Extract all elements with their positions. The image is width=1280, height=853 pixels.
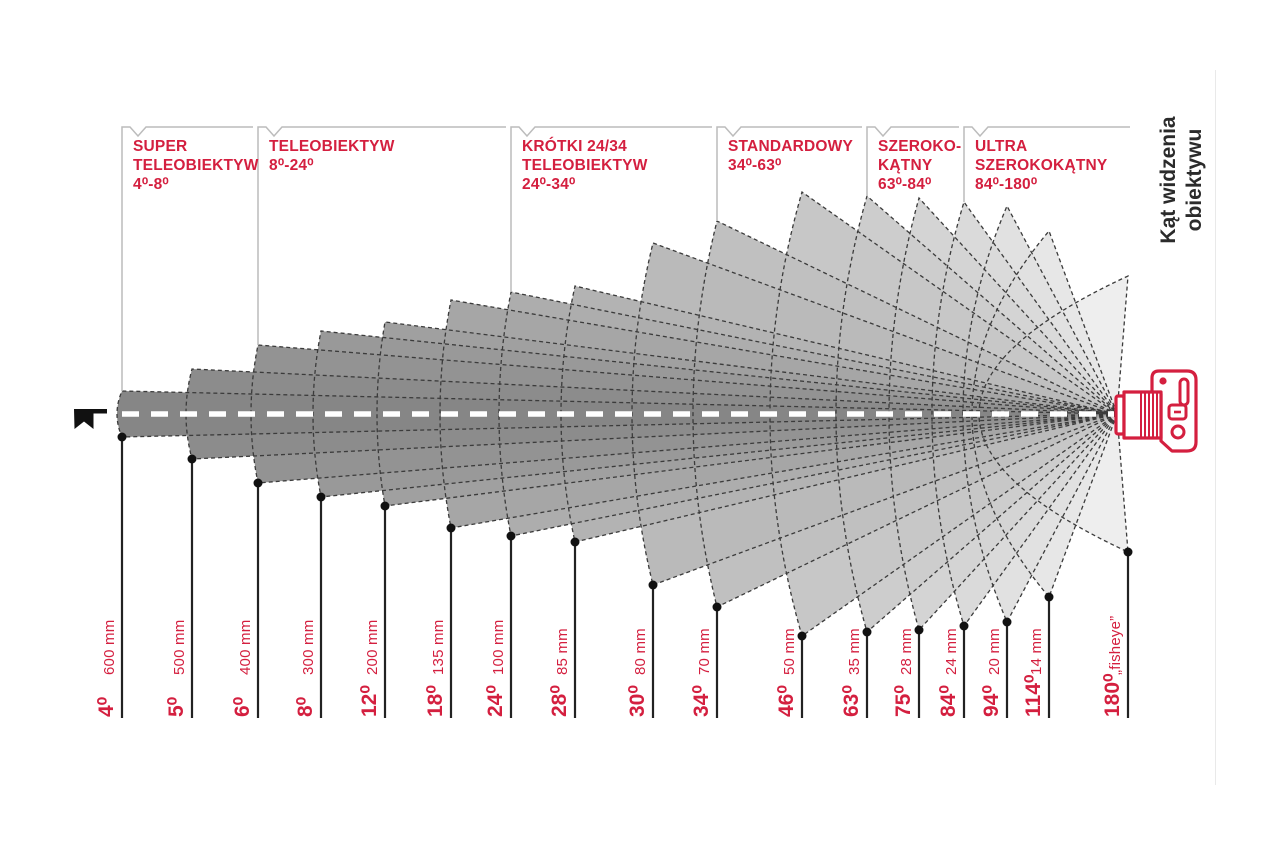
title-line-2: obiektywu: [1183, 128, 1206, 232]
fov-wedge-outline-12deg: [376, 321, 1118, 507]
wedge-corner-dot-6deg: [253, 478, 263, 488]
wedge-corner-dot-30deg: [648, 580, 658, 590]
wedge-corner-dot-18deg: [446, 523, 456, 533]
angle-label-94deg: 94⁰: [980, 685, 1003, 717]
diagram-title-vertical: Kąt widzenia obiektywu: [1156, 116, 1208, 243]
angle-label-34deg: 34⁰: [690, 685, 713, 717]
bookmark-flag-icon: [74, 409, 107, 429]
fov-wedge-outline-114deg: [971, 229, 1118, 599]
angle-label-18deg: 18⁰: [424, 685, 447, 717]
category-label-4: STANDARDOWY 34⁰-63⁰: [728, 137, 853, 175]
angle-label-46deg: 46⁰: [775, 685, 798, 717]
camera-dial-dot: [1159, 377, 1167, 385]
angle-label-28deg: 28⁰: [548, 685, 571, 717]
category-label-4-line-1: STANDARDOWY: [728, 138, 854, 155]
category-label-2: TELEOBIEKTYW 8⁰-24⁰: [269, 137, 395, 175]
focal-label-600: 600 mm: [101, 619, 118, 675]
wedge-corner-dot-4deg: [117, 432, 127, 442]
wedge-corner-dot-94deg: [1002, 617, 1012, 627]
focal-label-20: 20 mm: [986, 628, 1003, 675]
focal-label-35: 35 mm: [846, 628, 863, 675]
page-edge-line: [1215, 70, 1216, 785]
category-label-5-line-1: SZEROKO-: [878, 138, 962, 155]
category-bracket-5: [866, 126, 959, 196]
category-label-3-line-1: KRÓTKI 24/34: [522, 138, 627, 155]
wedge-corner-dot-5deg: [187, 454, 197, 464]
category-range-1: 4⁰-8⁰: [133, 176, 169, 193]
focal-label-85: 85 mm: [554, 628, 571, 675]
wedge-corner-dot-24deg: [506, 531, 516, 541]
category-label-3-line-2: TELEOBIEKTYW: [522, 157, 648, 174]
category-label-1-line-2: TELEOBIEKTYW: [133, 157, 259, 174]
category-label-2-line-1: TELEOBIEKTYW: [269, 138, 395, 155]
category-range-4: 34⁰-63⁰: [728, 157, 782, 174]
category-bracket-4: [716, 126, 862, 221]
focal-label-70: 70 mm: [696, 628, 713, 675]
title-line-1: Kąt widzenia: [1157, 116, 1180, 244]
fov-wedge-outline-28deg: [560, 285, 1118, 543]
focal-label-200: 200 mm: [364, 619, 381, 675]
category-bracket-3: [510, 126, 712, 292]
category-label-5: SZEROKO- KĄTNY 63⁰-84⁰: [878, 137, 961, 194]
fov-wedge-outline-18deg: [439, 299, 1118, 529]
focal-label-28: 28 mm: [898, 628, 915, 675]
category-label-3: KRÓTKI 24/34 TELEOBIEKTYW 24⁰-34⁰: [522, 137, 648, 194]
wedge-corner-dot-63deg: [862, 627, 872, 637]
wedge-corner-dot-34deg: [712, 602, 722, 612]
wedge-corner-dot-114deg: [1044, 592, 1054, 602]
wedge-corner-dot-75deg: [914, 625, 924, 635]
fov-wedge-outline-8deg: [312, 330, 1118, 498]
focal-label-135: 135 mm: [430, 619, 447, 675]
category-label-6-line-2: SZEROKOKĄTNY: [975, 157, 1108, 174]
angle-label-180deg: 180⁰: [1101, 673, 1124, 717]
angle-label-84deg: 84⁰: [937, 685, 960, 717]
category-bracket-2: [257, 126, 506, 345]
wedge-corner-dot-12deg: [380, 501, 390, 511]
fov-wedge-outline-63deg: [835, 194, 1118, 634]
category-label-5-line-2: KĄTNY: [878, 157, 933, 174]
wedge-corner-dot-28deg: [570, 537, 580, 547]
category-range-2: 8⁰-24⁰: [269, 157, 314, 174]
angle-label-30deg: 30⁰: [626, 685, 649, 717]
fov-wedge-outline-24deg: [498, 291, 1118, 537]
focal-label-400: 400 mm: [237, 619, 254, 675]
focal-label-50: 50 mm: [781, 628, 798, 675]
angle-label-12deg: 12⁰: [358, 685, 381, 717]
focal-label-100: 100 mm: [490, 619, 507, 675]
camera-icon: [1114, 369, 1198, 453]
category-label-6-line-1: ULTRA: [975, 138, 1028, 155]
angle-label-4deg: 4⁰: [95, 696, 118, 717]
category-range-3: 24⁰-34⁰: [522, 176, 576, 193]
wedge-corner-dot-84deg: [959, 621, 969, 631]
category-label-1-line-1: SUPER: [133, 138, 188, 155]
angle-label-75deg: 75⁰: [892, 685, 915, 717]
fov-wedge-outline-34deg: [692, 220, 1119, 608]
angle-label-8deg: 8⁰: [294, 696, 317, 717]
category-bracket-6: [963, 126, 1130, 202]
category-range-5: 63⁰-84⁰: [878, 176, 932, 193]
fov-wedge-outline-84deg: [931, 200, 1118, 628]
wedge-corner-dot-46deg: [797, 631, 807, 641]
angle-label-114deg: 114⁰: [1022, 674, 1045, 717]
angle-label-24deg: 24⁰: [484, 685, 507, 717]
focal-label-80: 80 mm: [632, 628, 649, 675]
focal-label-14: 14 mm: [1028, 628, 1045, 675]
category-bracket-1: [121, 126, 253, 391]
focal-label-300: 300 mm: [300, 619, 317, 675]
fov-wedge-outline-30deg: [631, 242, 1119, 586]
category-range-6: 84⁰-180⁰: [975, 176, 1038, 193]
angle-label-63deg: 63⁰: [840, 685, 863, 717]
category-label-1: SUPER TELEOBIEKTYW 4⁰-8⁰: [133, 137, 259, 194]
focal-label-500: 500 mm: [171, 619, 188, 675]
focal-label-fisheye: „fisheye”: [1107, 615, 1124, 675]
wedge-corner-dot-8deg: [316, 492, 326, 502]
angle-label-6deg: 6⁰: [231, 696, 254, 717]
category-label-6: ULTRA SZEROKOKĄTNY 84⁰-180⁰: [975, 137, 1107, 194]
focal-label-24: 24 mm: [943, 628, 960, 675]
wedge-corner-dot-180deg: [1123, 547, 1133, 557]
angle-label-5deg: 5⁰: [165, 696, 188, 717]
